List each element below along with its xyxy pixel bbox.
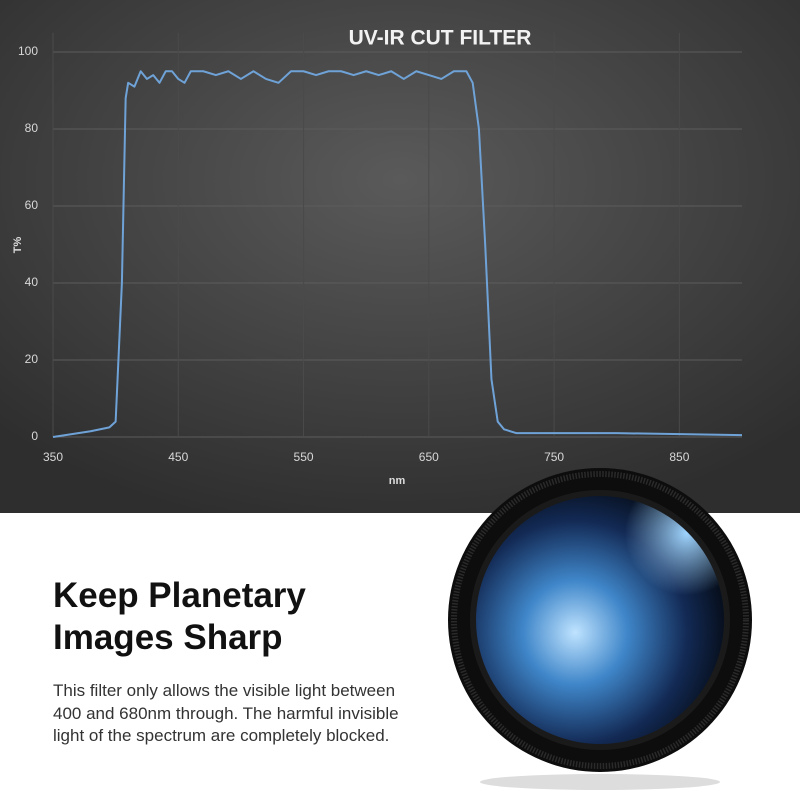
data-line [52, 70, 743, 438]
x-tick-label: 450 [168, 450, 188, 464]
heading-line: Keep Planetary [53, 576, 306, 615]
heading-line: Images Sharp [53, 618, 283, 657]
chart-title: UV-IR CUT FILTER [349, 27, 532, 50]
y-tick-label: 100 [18, 44, 38, 58]
body-line: 400 and 680nm through. The harmful invis… [53, 703, 399, 723]
y-tick-label: 20 [25, 352, 39, 366]
y-axis-label: T% [12, 237, 24, 254]
body-text: This filter only allows the visible ligh… [53, 680, 399, 748]
x-tick-label: 750 [544, 450, 564, 464]
x-axis-label: nm [389, 475, 406, 487]
x-tick-label: 650 [419, 450, 439, 464]
lens-shadow [480, 774, 720, 790]
body-line: light of the spectrum are completely blo… [53, 726, 390, 745]
body-line: This filter only allows the visible ligh… [53, 681, 396, 700]
lens-nebula [476, 496, 724, 744]
x-tick-label: 350 [43, 450, 63, 464]
y-tick-label: 80 [25, 121, 39, 135]
lens [448, 468, 752, 790]
lens-knurl [451, 471, 749, 769]
y-tick-label: 60 [25, 198, 39, 212]
y-tick-label: 40 [25, 275, 39, 289]
x-tick-label: 850 [669, 450, 689, 464]
plot: 0 20 40 60 80 100 350 450 550 650 750 850 [18, 32, 743, 464]
x-tick-label: 550 [294, 450, 314, 464]
heading: Keep Planetary Images Sharp [53, 575, 306, 659]
y-tick-label: 0 [31, 429, 38, 443]
